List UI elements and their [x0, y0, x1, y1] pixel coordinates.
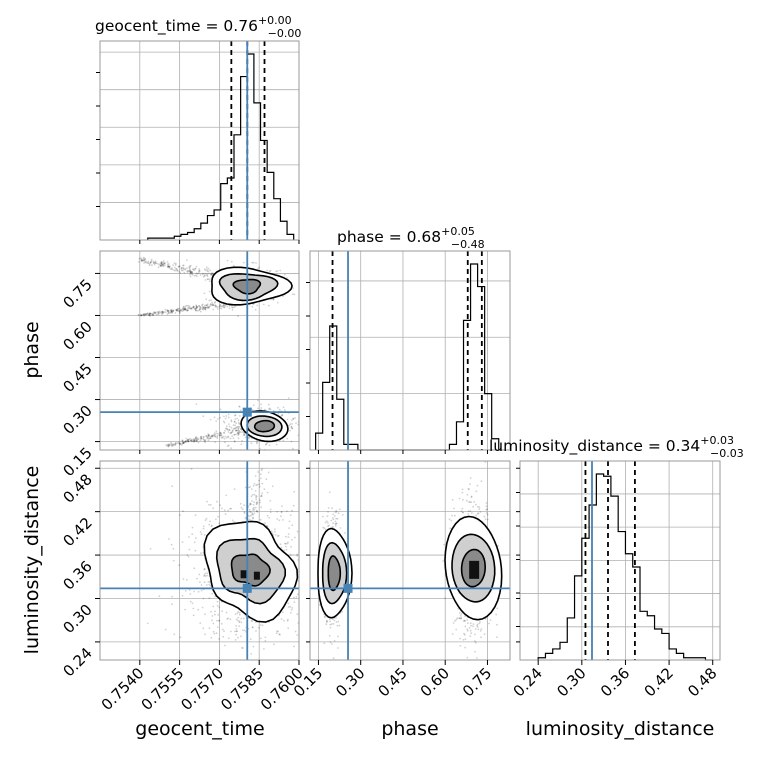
- y-tick-label: 0.75: [59, 276, 95, 312]
- x-tick-label: 0.42: [641, 664, 677, 700]
- panel-frame: [519, 460, 721, 661]
- x-tick-label: 0.7540: [98, 664, 148, 714]
- y-tick-label: 0.45: [59, 360, 95, 396]
- contour-geocent-distance: [203, 520, 299, 623]
- histogram-luminosity-distance: [537, 473, 713, 661]
- y-tick-label: 0.48: [59, 470, 95, 506]
- x-tick-label: 0.30: [332, 664, 368, 700]
- panel-frame: [99, 40, 300, 241]
- panel-frame: [309, 250, 511, 451]
- x-tick-label: 0.7570: [177, 664, 227, 714]
- panel-frame: [99, 250, 300, 451]
- contour-phase-distance-left: [321, 541, 348, 605]
- xlabel-phase: phase: [381, 718, 438, 740]
- contour-phase-distance-left: [317, 527, 353, 619]
- x-tick-label: 0.60: [417, 664, 453, 700]
- truth-marker: [242, 407, 252, 417]
- density-peak: [253, 571, 260, 580]
- x-tick-label: 0.30: [553, 664, 589, 700]
- contour-phase-distance-left: [327, 555, 342, 592]
- histogram-geocent-time: [147, 53, 295, 240]
- panel-frame: [309, 460, 511, 661]
- y-tick-label: 0.24: [59, 644, 95, 680]
- contour-geocent-phase-lower: [240, 410, 289, 443]
- contour-geocent-phase-upper: [211, 266, 293, 306]
- x-tick-label: 0.7585: [217, 664, 267, 714]
- title-geocent-time: geocent_time = 0.76+0.00 −0.00: [95, 14, 301, 40]
- contour-geocent-phase-lower: [253, 419, 276, 433]
- truth-marker: [343, 583, 353, 593]
- x-tick-label: 0.48: [684, 664, 720, 700]
- ylabel-phase: phase: [21, 321, 43, 378]
- x-tick-label: 0.36: [597, 664, 633, 700]
- y-tick-label: 0.42: [59, 514, 95, 550]
- contour-geocent-distance: [230, 553, 271, 587]
- contour-geocent-phase-upper: [218, 272, 279, 302]
- panel-frame: [99, 460, 300, 661]
- truth-marker: [242, 583, 252, 593]
- contour-phase-distance-right: [444, 515, 503, 621]
- xlabel-geocent-time: geocent_time: [135, 718, 264, 740]
- density-peak: [240, 570, 248, 579]
- ylabel-luminosity-distance: luminosity_distance: [21, 466, 43, 655]
- x-tick-label: 0.24: [510, 664, 546, 700]
- y-tick-label: 0.30: [59, 601, 95, 637]
- histogram-phase: [315, 263, 500, 451]
- contour-geocent-phase-upper: [232, 278, 262, 295]
- y-tick-label: 0.30: [59, 402, 95, 438]
- x-tick-label: 0.7555: [138, 664, 188, 714]
- contour-phase-distance-right: [451, 533, 496, 603]
- title-luminosity-distance: luminosity_distance = 0.34+0.03 −0.03: [489, 434, 744, 460]
- x-tick-label: 0.75: [459, 664, 495, 700]
- title-phase: phase = 0.68+0.05 −0.48: [337, 225, 485, 251]
- y-tick-label: 0.36: [59, 557, 95, 593]
- x-tick-label: 0.45: [374, 664, 410, 700]
- contour-phase-distance-right: [460, 548, 487, 588]
- density-peak: [469, 560, 480, 579]
- y-tick-label: 0.60: [59, 318, 95, 354]
- xlabel-luminosity-distance: luminosity_distance: [526, 718, 715, 740]
- contour-geocent-distance: [215, 537, 286, 605]
